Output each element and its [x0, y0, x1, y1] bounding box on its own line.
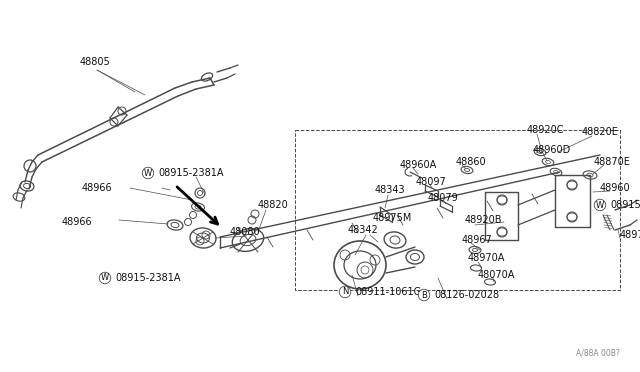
Text: 48070A: 48070A	[478, 270, 515, 280]
Text: 48342: 48342	[348, 225, 379, 235]
Text: 08915-2381A: 08915-2381A	[115, 273, 180, 283]
Text: 48343: 48343	[375, 185, 406, 195]
Text: 48970A: 48970A	[468, 253, 506, 263]
Text: W: W	[144, 169, 152, 177]
Text: 48960D: 48960D	[533, 145, 572, 155]
Text: W: W	[101, 273, 109, 282]
Text: 48820E: 48820E	[582, 127, 619, 137]
Text: N: N	[342, 288, 348, 296]
Text: W: W	[596, 201, 604, 209]
Text: 08126-02028: 08126-02028	[434, 290, 499, 300]
Text: 48870E: 48870E	[594, 157, 631, 167]
Text: 48097: 48097	[416, 177, 447, 187]
Text: 48080: 48080	[230, 227, 260, 237]
Text: 08911-1061G: 08911-1061G	[355, 287, 421, 297]
Text: 08915-2381A: 08915-2381A	[158, 168, 223, 178]
Text: 48860: 48860	[456, 157, 486, 167]
Text: 48975M: 48975M	[373, 213, 412, 223]
Text: 48079: 48079	[428, 193, 459, 203]
Text: 48960A: 48960A	[400, 160, 437, 170]
Text: 48960: 48960	[600, 183, 630, 193]
Text: 48920C: 48920C	[527, 125, 564, 135]
Text: 48966: 48966	[62, 217, 93, 227]
Text: 08915-44042: 08915-44042	[610, 200, 640, 210]
Text: 48966: 48966	[82, 183, 113, 193]
Text: 48820: 48820	[258, 200, 289, 210]
Text: 48970: 48970	[620, 230, 640, 240]
Text: 48920B: 48920B	[465, 215, 502, 225]
Text: 48805: 48805	[80, 57, 111, 67]
Text: 48967: 48967	[462, 235, 493, 245]
Text: A/88A 00B?: A/88A 00B?	[576, 349, 620, 358]
Text: B: B	[421, 291, 427, 299]
